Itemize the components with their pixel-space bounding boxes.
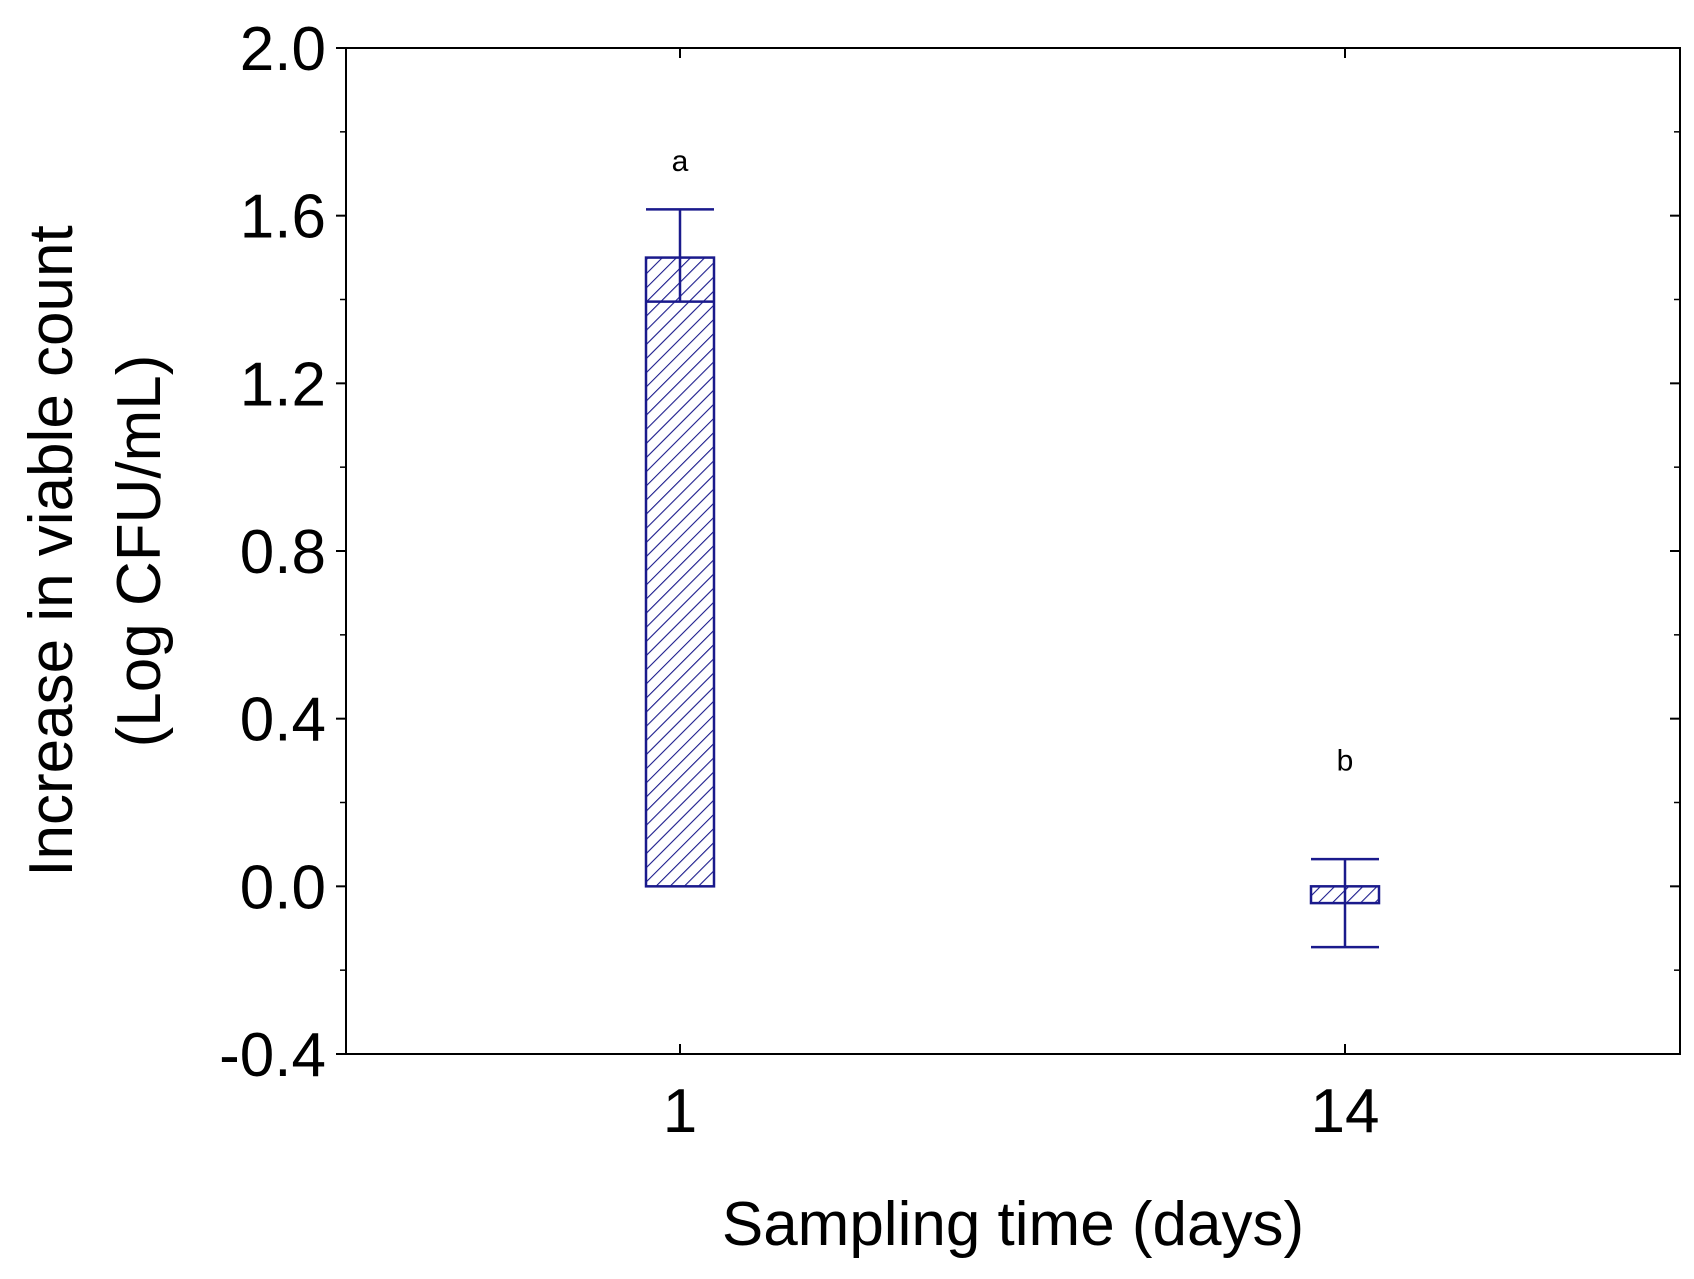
x-axis-ticks: 1 14	[663, 48, 1380, 1146]
bar	[644, 256, 716, 888]
significance-letters: ab	[672, 145, 1354, 777]
y-tick-label: 1.2	[240, 350, 326, 419]
y-tick-label: 0.0	[240, 853, 326, 922]
x-axis-label: Sampling time (days)	[722, 1190, 1304, 1259]
bar-series	[644, 256, 1381, 905]
error-bars	[646, 208, 1379, 949]
plot-area-frame	[345, 47, 1681, 1055]
y-axis-label-line2: (Log CFU/mL)	[105, 355, 174, 748]
y-axis-ticks: -0.4 0.0 0.4 0.8 1.2 1.6 2.0	[219, 15, 1680, 1090]
significance-letter: a	[672, 145, 689, 178]
significance-letter: b	[1337, 745, 1354, 778]
y-axis-label-line1: Increase in viable count	[17, 225, 86, 876]
y-tick-label: 0.8	[240, 518, 326, 587]
x-tick-label: 14	[1311, 1077, 1380, 1146]
x-tick-label: 1	[663, 1077, 697, 1146]
y-tick-label: 0.4	[240, 686, 326, 755]
y-tick-label: 2.0	[240, 15, 326, 84]
y-tick-label: -0.4	[219, 1021, 326, 1090]
y-tick-label: 1.6	[240, 183, 326, 252]
